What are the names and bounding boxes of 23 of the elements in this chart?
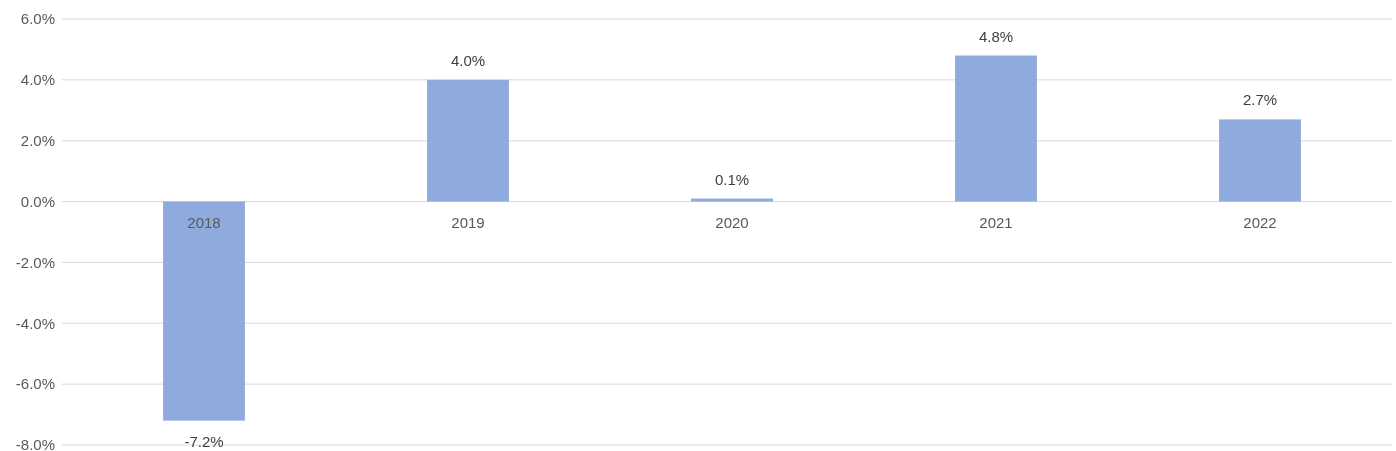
y-tick-label: 2.0% bbox=[20, 131, 55, 149]
y-tick-label: 4.0% bbox=[20, 71, 55, 89]
data-label: 4.0% bbox=[450, 51, 486, 69]
bar bbox=[427, 79, 509, 202]
data-label: 2.7% bbox=[1242, 91, 1278, 109]
data-label: 0.1% bbox=[714, 170, 750, 188]
y-tick-label: -4.0% bbox=[15, 314, 55, 332]
y-tick-label: 6.0% bbox=[20, 10, 55, 28]
bar bbox=[163, 201, 245, 421]
y-tick-label: -6.0% bbox=[15, 375, 55, 393]
y-tick-label: -8.0% bbox=[15, 436, 55, 451]
x-tick-label: 2022 bbox=[1243, 213, 1277, 231]
bar bbox=[1219, 119, 1301, 202]
x-tick-label: 2021 bbox=[979, 213, 1013, 231]
data-label: 4.8% bbox=[978, 27, 1014, 45]
data-label: -7.2% bbox=[184, 432, 224, 450]
x-tick-label: 2019 bbox=[451, 213, 485, 231]
x-tick-label: 2018 bbox=[187, 213, 221, 231]
bar bbox=[955, 55, 1037, 202]
x-tick-label: 2020 bbox=[715, 213, 749, 231]
y-tick-label: -2.0% bbox=[15, 253, 55, 271]
bar bbox=[691, 198, 773, 202]
y-tick-label: 0.0% bbox=[20, 192, 55, 210]
